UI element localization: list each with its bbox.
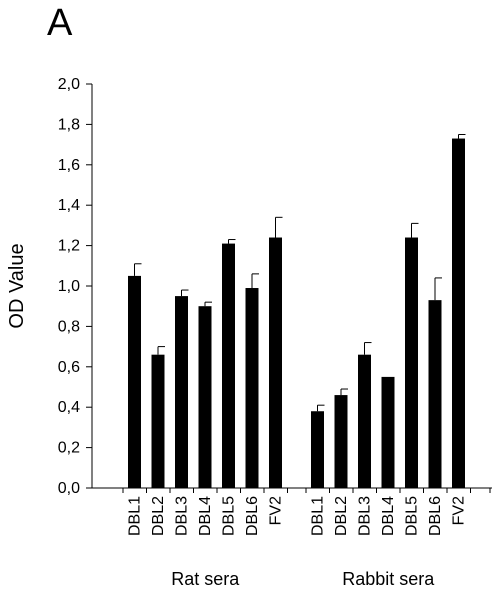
y-tick-label: 0,2 <box>58 440 80 457</box>
y-tick-label: 1,2 <box>58 238 80 255</box>
x-tick-label: DBL1 <box>310 496 327 536</box>
y-tick-label: 0,6 <box>58 359 80 376</box>
x-tick-label: DBL2 <box>333 496 350 536</box>
x-tick-label: DBL5 <box>221 496 238 536</box>
bar <box>198 306 212 488</box>
group-label: Rabbit sera <box>342 569 435 589</box>
x-tick-label: DBL4 <box>197 496 214 536</box>
bar <box>245 288 259 488</box>
bar <box>269 237 282 488</box>
x-tick-label: DBL2 <box>150 496 167 536</box>
bar <box>452 138 465 489</box>
bar <box>334 395 348 488</box>
x-tick-label: DBL6 <box>427 496 444 536</box>
y-tick-label: 1,0 <box>58 278 80 295</box>
y-tick-label: 0,4 <box>58 399 80 416</box>
bar <box>358 354 371 488</box>
bar <box>128 275 141 488</box>
panel-label: A <box>47 2 73 44</box>
x-tick-label: DBL5 <box>404 496 421 536</box>
bar <box>381 376 395 488</box>
y-tick-label: 2,0 <box>58 76 80 93</box>
x-tick-label: DBL1 <box>127 496 144 536</box>
bar <box>222 243 235 488</box>
x-tick-label: FV2 <box>268 496 285 525</box>
y-tick-label: 1,8 <box>58 116 80 133</box>
y-tick-label: 0,0 <box>58 480 80 497</box>
bar <box>405 237 418 488</box>
x-tick-label: DBL3 <box>174 496 191 536</box>
bar <box>428 300 442 488</box>
y-tick-label: 1,6 <box>58 157 80 174</box>
y-tick-label: 1,4 <box>58 197 80 214</box>
x-tick-label: FV2 <box>451 496 468 525</box>
x-tick-label: DBL3 <box>357 496 374 536</box>
x-tick-label: DBL6 <box>244 496 261 536</box>
bar <box>175 296 188 488</box>
group-label: Rat sera <box>171 569 240 589</box>
x-tick-label: DBL4 <box>380 496 397 536</box>
bar <box>151 354 165 488</box>
y-tick-label: 0,8 <box>58 318 80 335</box>
bar <box>311 411 324 488</box>
y-axis-title: OD Value <box>6 243 28 328</box>
